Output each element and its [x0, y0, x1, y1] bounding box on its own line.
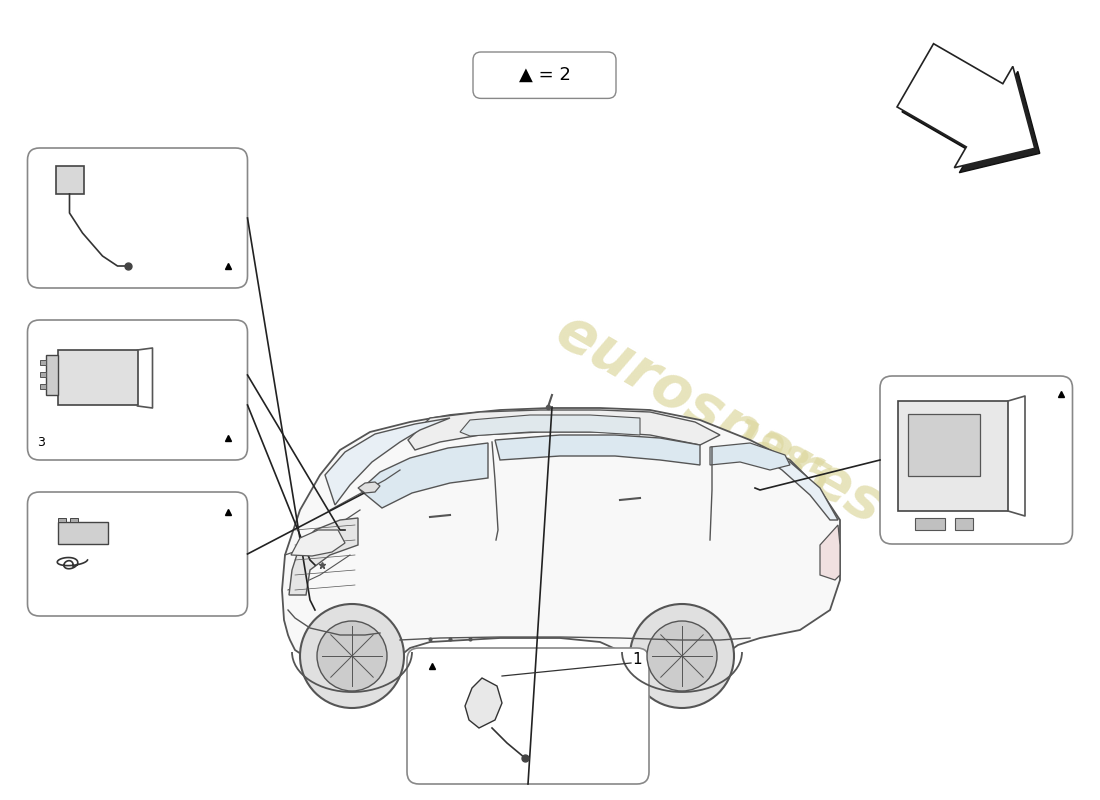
Circle shape [647, 621, 717, 691]
Text: ▲ = 2: ▲ = 2 [518, 66, 571, 84]
Bar [57, 350, 138, 405]
FancyBboxPatch shape [473, 52, 616, 98]
FancyBboxPatch shape [28, 148, 248, 288]
Polygon shape [282, 408, 840, 665]
Bar [40, 384, 45, 389]
Circle shape [630, 604, 734, 708]
Polygon shape [358, 482, 379, 493]
Bar [45, 355, 57, 395]
Text: a passion for parts: a passion for parts [548, 448, 752, 532]
Polygon shape [408, 410, 720, 450]
Polygon shape [360, 443, 488, 508]
Polygon shape [465, 678, 502, 728]
Circle shape [317, 621, 387, 691]
Text: 1: 1 [632, 653, 641, 667]
Bar [915, 518, 945, 530]
Bar [40, 372, 45, 377]
FancyBboxPatch shape [28, 320, 248, 460]
Polygon shape [820, 525, 840, 580]
FancyBboxPatch shape [407, 648, 649, 784]
Text: 3: 3 [37, 435, 45, 449]
Bar [40, 360, 45, 365]
Polygon shape [902, 49, 1040, 173]
Polygon shape [760, 455, 838, 520]
Polygon shape [289, 518, 358, 595]
Bar [955, 518, 974, 530]
Polygon shape [460, 415, 640, 436]
Circle shape [300, 604, 404, 708]
FancyBboxPatch shape [28, 492, 248, 616]
Polygon shape [324, 418, 450, 505]
Bar [69, 518, 77, 522]
Bar [898, 401, 1008, 511]
Text: 1985: 1985 [724, 417, 836, 503]
Polygon shape [710, 443, 790, 470]
Bar [55, 166, 84, 194]
FancyBboxPatch shape [880, 376, 1072, 544]
Polygon shape [292, 530, 345, 556]
Bar [57, 522, 108, 544]
Text: eurospares: eurospares [546, 303, 894, 537]
Bar [908, 414, 980, 476]
Bar [57, 518, 66, 522]
Polygon shape [495, 435, 700, 465]
Polygon shape [896, 44, 1035, 168]
